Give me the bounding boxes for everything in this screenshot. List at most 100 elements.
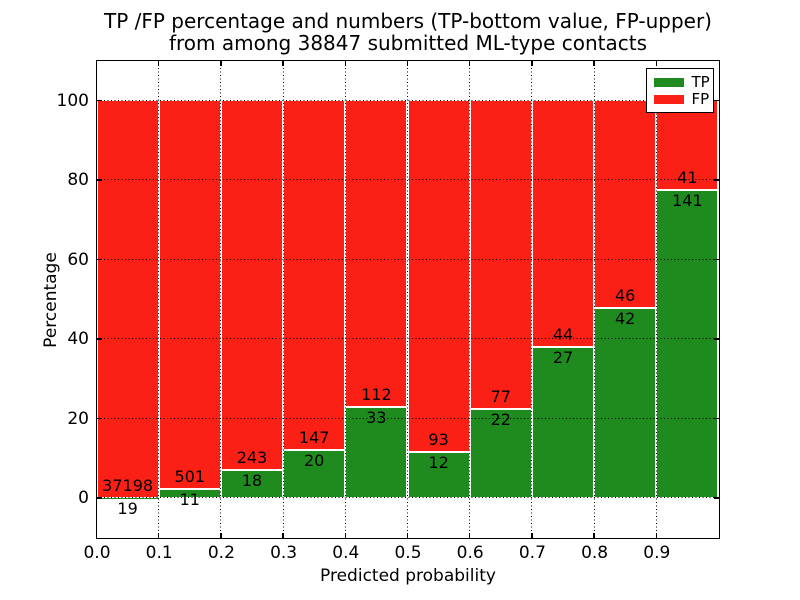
x-tick-label: 0.6: [456, 543, 484, 563]
bar-segment-tp: [656, 189, 719, 498]
x-tick-mark: [655, 532, 658, 538]
gridline-vertical: [531, 60, 533, 538]
chart-title: TP /FP percentage and numbers (TP-bottom…: [97, 10, 719, 54]
bar-segment-tp: [407, 452, 470, 498]
y-tick-mark: [96, 179, 102, 181]
y-tick-label: 0: [78, 488, 89, 509]
legend-tp-label: TP: [691, 72, 710, 91]
x-tick-label: 0.3: [270, 543, 298, 563]
gridline-vertical: [282, 60, 284, 538]
x-tick-mark: [406, 532, 409, 538]
y-tick-mark: [713, 179, 719, 181]
y-tick-mark: [96, 497, 102, 499]
y-tick-mark: [713, 497, 719, 499]
y-tick-label: 100: [56, 90, 89, 111]
bar-segment-fp: [656, 100, 719, 190]
fp-count-label: 243: [236, 448, 268, 468]
y-tick-label: 20: [67, 408, 89, 429]
x-tick-mark: [531, 532, 533, 538]
x-tick-mark: [593, 532, 595, 538]
gridline-horizontal: [96, 179, 719, 181]
bar-segment-tp: [345, 407, 408, 498]
x-tick-label: 0.1: [145, 543, 173, 563]
x-tick-mark: [282, 532, 284, 538]
x-tick-label: 0.2: [207, 543, 235, 563]
bar-segment-fp: [407, 100, 470, 453]
x-tick-label: 0.0: [83, 543, 111, 563]
fp-count-label: 77: [490, 387, 511, 407]
x-tick-label: 0.7: [518, 543, 546, 563]
y-tick-mark: [96, 99, 102, 101]
x-tick-mark: [344, 60, 347, 66]
legend: TP FP: [645, 67, 714, 113]
gridline-vertical: [158, 60, 160, 538]
x-tick-mark: [531, 60, 533, 66]
tp-count-label: 141: [672, 190, 703, 210]
fp-count-label: 41: [677, 167, 698, 187]
y-tick-mark: [96, 417, 102, 419]
legend-fp-swatch-icon: [653, 94, 684, 104]
y-tick-mark: [96, 338, 102, 340]
bar-segment-fp: [220, 100, 284, 471]
gridline-horizontal: [96, 338, 719, 340]
y-tick-mark: [96, 258, 102, 260]
y-tick-mark: [713, 417, 719, 419]
bar-segment-tp: [469, 409, 532, 498]
bar-segment-fp: [469, 100, 532, 410]
legend-item-fp: FP: [653, 89, 713, 108]
bar-segment-tp: [594, 308, 657, 498]
fp-count-label: 93: [428, 430, 449, 450]
y-tick-label: 80: [67, 170, 89, 191]
bar-segment-fp: [531, 100, 595, 347]
gridline-horizontal: [96, 417, 719, 419]
gridline-horizontal: [96, 258, 719, 260]
fp-count-label: 112: [361, 385, 392, 405]
tp-count-label: 18: [241, 471, 263, 491]
gridline-vertical: [407, 60, 408, 538]
x-tick-mark: [220, 60, 222, 66]
bar-segment-tp: [283, 450, 346, 498]
x-axis-label: Predicted probability: [320, 566, 496, 586]
x-tick-mark: [655, 60, 658, 66]
tp-count-label: 12: [428, 453, 449, 473]
tp-count-label: 19: [117, 498, 138, 518]
tp-count-label: 42: [615, 309, 636, 329]
x-tick-mark: [468, 532, 471, 538]
x-tick-mark: [593, 60, 595, 66]
y-tick-label: 60: [67, 249, 89, 270]
fp-count-label: 147: [298, 428, 330, 448]
bar-segment-fp: [158, 100, 221, 490]
tp-count-label: 27: [552, 347, 574, 367]
gridline-horizontal: [96, 99, 719, 101]
bar-segment-fp: [283, 100, 346, 451]
gridline-horizontal: [96, 497, 719, 499]
y-axis-label: Percentage: [41, 252, 61, 348]
x-tick-mark: [406, 60, 409, 66]
gridline-vertical: [220, 60, 222, 538]
gridline-vertical: [593, 60, 595, 538]
legend-fp-label: FP: [691, 89, 710, 108]
bar-segment-tp: [531, 346, 595, 498]
plot-area: 37198 19 501 11 243 18 147 20 112 33 93 12 77 22 44 27 4…: [95, 59, 720, 539]
chart-title-line2: from among 38847 submitted ML-type conta…: [168, 31, 648, 55]
chart-title-line1: TP /FP percentage and numbers (TP-bottom…: [104, 9, 712, 33]
x-tick-mark: [95, 532, 98, 538]
legend-item-tp: TP: [653, 72, 713, 91]
x-tick-mark: [344, 532, 347, 538]
tp-count-label: 33: [366, 408, 387, 428]
x-tick-mark: [468, 60, 471, 66]
gridline-vertical: [344, 60, 346, 538]
gridline-vertical: [469, 60, 471, 538]
x-tick-mark: [157, 60, 160, 66]
tp-count-label: 22: [490, 410, 511, 430]
fp-count-label: 46: [615, 286, 636, 306]
tp-count-label: 20: [304, 451, 325, 471]
x-tick-label: 0.8: [581, 543, 609, 563]
fp-count-label: 37198: [102, 475, 154, 495]
x-tick-label: 0.5: [394, 543, 422, 563]
tp-count-label: 11: [179, 490, 200, 510]
fp-count-label: 44: [552, 324, 574, 344]
gridline-vertical: [655, 60, 657, 538]
x-tick-mark: [220, 532, 222, 538]
